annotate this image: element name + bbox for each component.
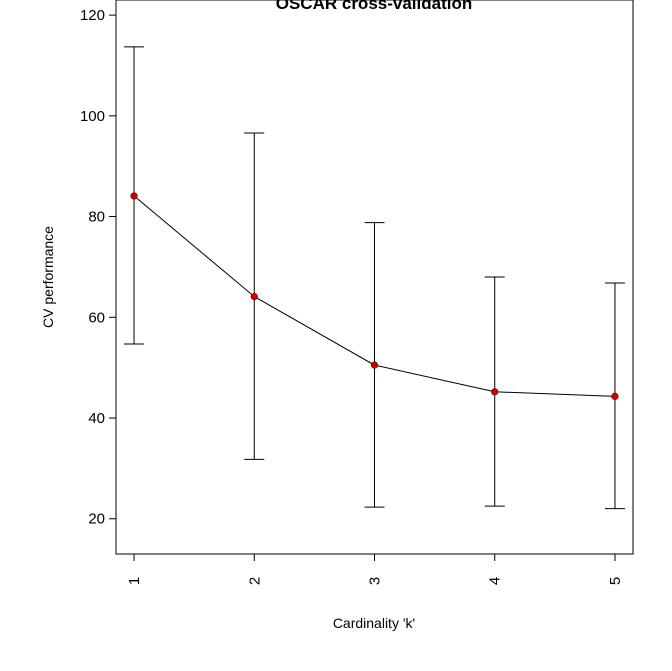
x-axis-label: Cardinality 'k' [333,615,415,631]
data-point [250,293,258,301]
y-tick-label: 120 [80,7,105,24]
data-point [611,392,619,400]
data-point [130,192,138,200]
x-tick-label: 2 [246,577,263,585]
x-tick-label: 5 [607,577,624,585]
error-bars [124,46,625,510]
y-tick-label: 20 [88,511,105,528]
x-tick-label: 3 [367,577,384,585]
x-axis: 1 2 3 4 5 [126,554,624,585]
y-tick-label: 40 [88,410,105,427]
data-point [491,388,499,396]
data-points [130,192,619,400]
y-axis-label: CV performance [40,226,56,328]
y-tick-label: 80 [88,209,105,226]
y-tick-label: 60 [88,309,105,326]
y-tick-label: 100 [80,108,105,125]
data-point [370,361,379,369]
y-axis: 20 40 60 80 100 120 [80,7,116,528]
chart-title: OSCAR cross-validation [276,0,473,13]
x-tick-label: 1 [126,577,143,585]
x-tick-label: 4 [487,577,504,585]
